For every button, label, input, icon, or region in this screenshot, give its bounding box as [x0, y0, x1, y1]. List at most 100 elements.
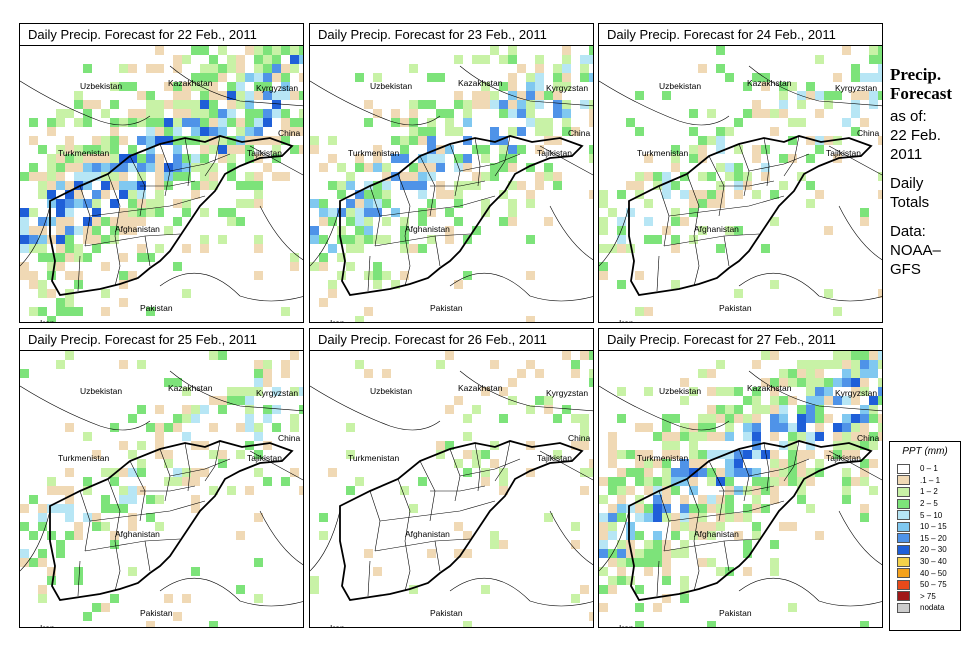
precip-cell [173, 172, 182, 181]
precip-cell [182, 199, 191, 208]
precip-cell [110, 100, 119, 109]
precip-cell [815, 109, 824, 118]
precip-cell [815, 145, 824, 154]
precip-cell [842, 486, 851, 495]
precip-cell [517, 145, 526, 154]
precip-cell [119, 154, 128, 163]
precip-cell [788, 459, 797, 468]
precip-cell [101, 504, 110, 513]
precip-cell [626, 576, 635, 585]
province-border [668, 500, 785, 522]
precip-cell [209, 351, 218, 360]
precip-cell [209, 450, 218, 459]
precip-cell [725, 567, 734, 576]
precip-cell [608, 504, 617, 513]
precip-cell [580, 351, 589, 360]
precip-cell [110, 423, 119, 432]
precip-cell [427, 145, 436, 154]
province-border [169, 458, 231, 477]
precip-cell [698, 64, 707, 73]
precip-cell [56, 226, 65, 235]
precip-cell [146, 109, 155, 118]
precip-cell [490, 163, 499, 172]
province-border [114, 235, 121, 287]
precip-cell [463, 432, 472, 441]
precip-cell [770, 396, 779, 405]
precip-cell [490, 172, 499, 181]
precip-cell [83, 513, 92, 522]
precip-cell [653, 504, 662, 513]
precip-cell [101, 603, 110, 612]
precip-cell [137, 486, 146, 495]
afghanistan-border [49, 440, 294, 601]
precip-cell [653, 432, 662, 441]
precip-cell [218, 351, 227, 360]
precip-cell [869, 91, 878, 100]
precip-cell [562, 118, 571, 127]
precip-cell [65, 513, 74, 522]
precip-cell [689, 199, 698, 208]
precip-cell [481, 199, 490, 208]
precip-cell [869, 46, 878, 55]
precip-cell [119, 181, 128, 190]
precip-cell [20, 208, 29, 217]
precip-cell [182, 55, 191, 64]
precip-cell [427, 235, 436, 244]
precip-cell [173, 612, 182, 621]
precip-cell [47, 172, 56, 181]
totals-label: Totals [890, 194, 930, 211]
precip-cell [364, 118, 373, 127]
province-border [204, 440, 221, 482]
precip-cell [725, 450, 734, 459]
panel-title: Daily Precip. Forecast for 22 Feb., 2011 [20, 24, 303, 46]
precip-cell [454, 459, 463, 468]
precip-cell [74, 244, 83, 253]
precip-cell [164, 378, 173, 387]
precip-cell [671, 477, 680, 486]
precip-cell [310, 136, 319, 145]
precip-cell [806, 432, 815, 441]
precip-cell [599, 540, 608, 549]
precip-cell [716, 387, 725, 396]
precip-cell [508, 199, 517, 208]
precip-cell [716, 522, 725, 531]
precip-cell [364, 163, 373, 172]
precip-cell [382, 271, 391, 280]
precip-cell [56, 253, 65, 262]
precip-cell [236, 55, 245, 64]
precip-cell [218, 145, 227, 154]
precip-cell [653, 477, 662, 486]
precip-cell [770, 423, 779, 432]
precip-cell [427, 100, 436, 109]
precip-cell [752, 486, 761, 495]
precip-cell [245, 91, 254, 100]
precip-cell [544, 163, 553, 172]
precip-cell [770, 405, 779, 414]
country-label: Kazakhstan [458, 383, 503, 393]
precip-cell [47, 486, 56, 495]
province-border [763, 442, 770, 492]
precip-cell [137, 244, 146, 253]
precip-cell [128, 154, 137, 163]
precip-cell [391, 109, 400, 118]
precip-cell [200, 100, 209, 109]
precip-cell [797, 118, 806, 127]
precip-cell [92, 235, 101, 244]
precip-cell [290, 387, 299, 396]
precip-cell [698, 459, 707, 468]
precip-cell [725, 432, 734, 441]
precip-cell [860, 351, 869, 360]
precip-cell [299, 387, 303, 396]
precip-cell [716, 405, 725, 414]
precip-cell [617, 576, 626, 585]
precip-cell [689, 450, 698, 459]
precip-cell [589, 109, 593, 118]
precip-cell [445, 118, 454, 127]
precip-cell [155, 190, 164, 199]
precip-cell [218, 450, 227, 459]
precip-cell [662, 432, 671, 441]
precip-cell [65, 504, 74, 513]
precip-cell [281, 136, 290, 145]
precip-cell [725, 73, 734, 82]
